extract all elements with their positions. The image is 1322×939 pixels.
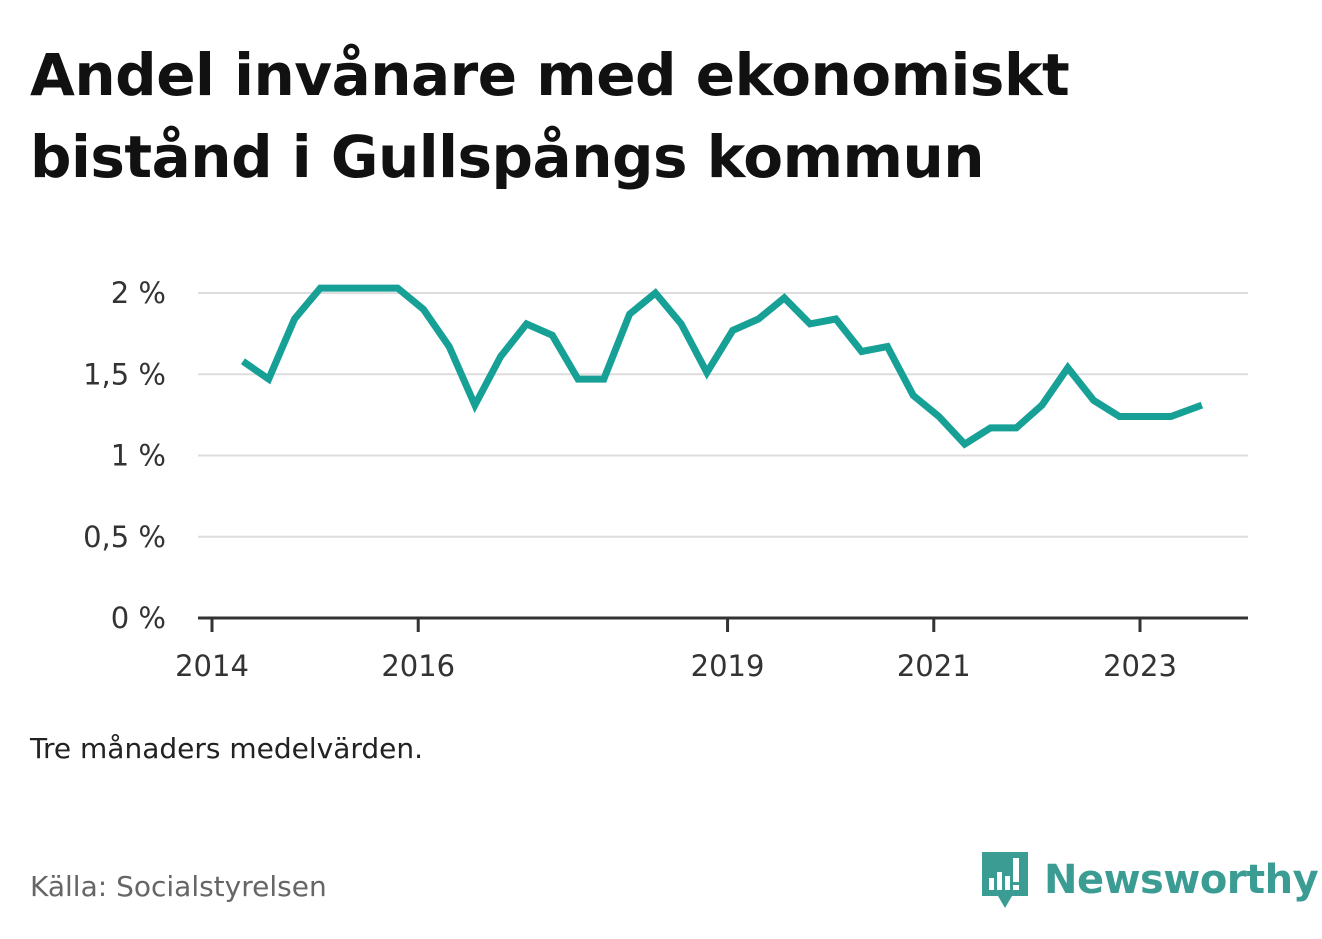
brand-name: Newsworthy: [1044, 857, 1319, 903]
y-tick-label: 0,5 %: [83, 520, 166, 554]
chart-title: Andel invånare med ekonomiskt bistånd i …: [30, 41, 1070, 191]
x-tick-label: 2019: [691, 649, 765, 683]
x-axis: [198, 616, 1248, 632]
x-tick-label: 2021: [897, 649, 971, 683]
y-tick-label: 0 %: [111, 601, 166, 635]
grid-lines: [198, 292, 1248, 538]
series-line: [240, 284, 1204, 449]
x-tick-label: 2016: [381, 649, 455, 683]
brand-logo: Newsworthy: [980, 850, 1319, 910]
chart-note: Tre månaders medelvärden.: [30, 732, 424, 765]
x-tick-label: 2023: [1103, 649, 1177, 683]
y-tick-label: 2 %: [111, 276, 166, 310]
x-axis-labels: 2014 2016 2019 2021 2023: [175, 649, 1177, 683]
y-tick-label: 1 %: [111, 439, 166, 473]
y-tick-label: 1,5 %: [83, 357, 166, 391]
source-credit: Källa: Socialstyrelsen: [30, 870, 327, 903]
newsworthy-logo-icon: [982, 852, 1028, 908]
y-axis-labels: 0 % 0,5 % 1 % 1,5 % 2 %: [83, 276, 166, 635]
x-tick-label: 2014: [175, 649, 249, 683]
series-polyline: [240, 284, 1204, 449]
